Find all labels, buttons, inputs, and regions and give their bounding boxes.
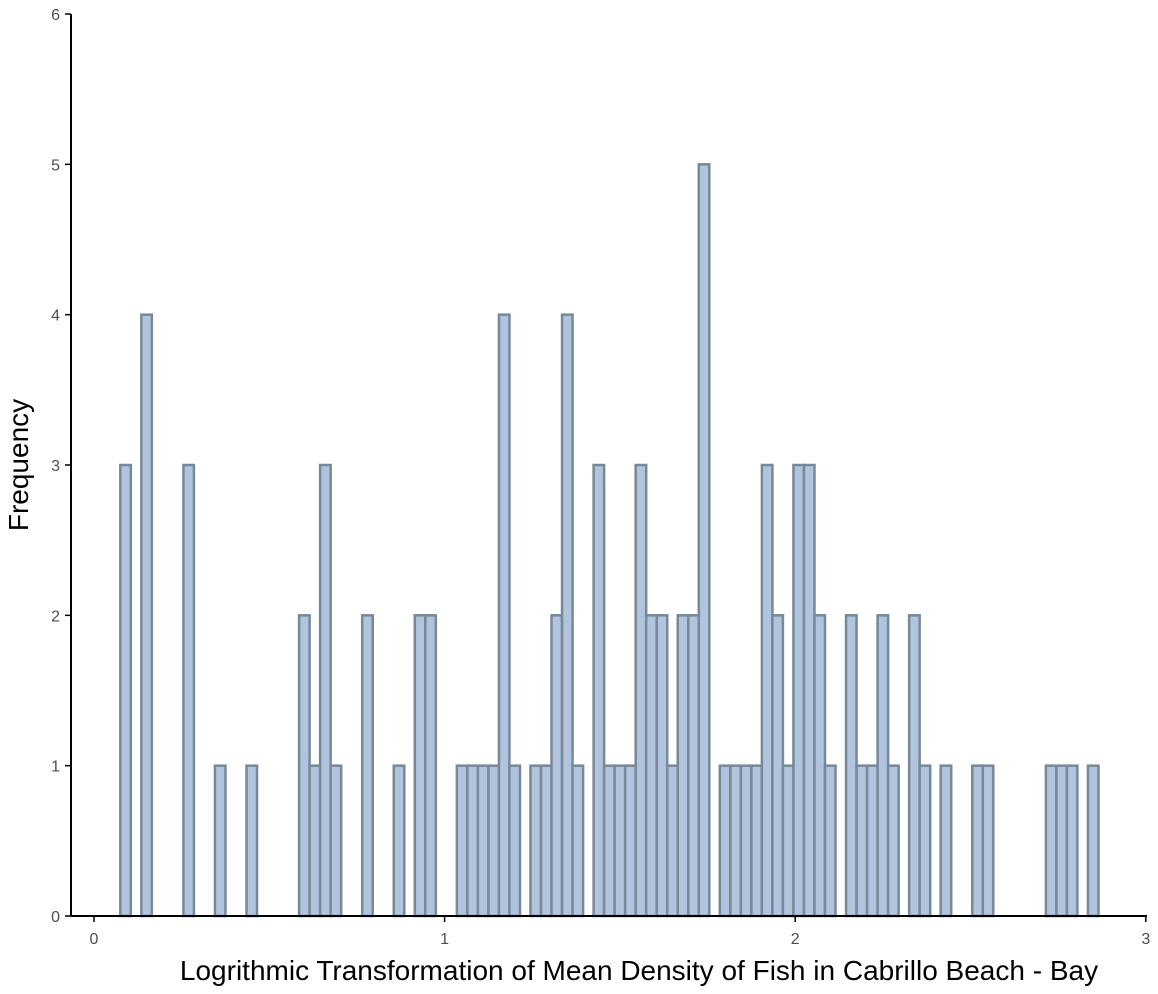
y-axis: 0 1 2 3 4 5 6 [51, 7, 72, 926]
x-tick-label: 3 [1141, 931, 1150, 948]
y-axis-title: Frequency [3, 399, 34, 531]
histogram-bar [466, 764, 480, 918]
histogram-bars [119, 163, 1100, 918]
histogram-bar [760, 463, 774, 918]
y-tick-label: 3 [51, 458, 60, 475]
histogram-bar [245, 764, 259, 918]
x-tick-label: 0 [90, 931, 99, 948]
histogram-bar [539, 764, 553, 918]
histogram-bar [1055, 764, 1069, 918]
histogram-bar [602, 764, 616, 918]
histogram-bar [739, 764, 753, 918]
histogram-bar [886, 764, 900, 918]
histogram-bar [508, 764, 522, 918]
histogram-bar [318, 463, 332, 918]
histogram-bar [655, 614, 669, 918]
y-tick-label: 0 [51, 909, 60, 926]
histogram-bar [971, 764, 985, 918]
y-tick-label: 4 [51, 308, 60, 325]
histogram-bar [865, 764, 879, 918]
histogram-bar [529, 764, 543, 918]
histogram-bar [718, 764, 732, 918]
histogram-bar [792, 463, 806, 918]
histogram-bar [497, 313, 511, 918]
histogram-bar [623, 764, 637, 918]
histogram-bar [329, 764, 343, 918]
histogram-bar [413, 614, 427, 918]
histogram-bar [297, 614, 311, 918]
histogram-bar [487, 764, 501, 918]
histogram-bar [613, 764, 627, 918]
histogram-bar [750, 764, 764, 918]
histogram-bar [939, 764, 953, 918]
y-tick-label: 5 [51, 157, 60, 174]
x-tick-label: 1 [440, 931, 449, 948]
histogram-bar [634, 463, 648, 918]
histogram-bar [571, 764, 585, 918]
x-axis: 0 1 2 3 [71, 915, 1150, 948]
histogram-bar [1065, 764, 1079, 918]
histogram-bar [1044, 764, 1058, 918]
histogram-bar [729, 764, 743, 918]
histogram-bar [676, 614, 690, 918]
histogram-bar [813, 614, 827, 918]
histogram-bar [592, 463, 606, 918]
histogram-bar [182, 463, 196, 918]
y-tick-label: 6 [51, 7, 60, 24]
y-tick-label: 1 [51, 759, 60, 776]
histogram-bar [308, 764, 322, 918]
histogram-bar [476, 764, 490, 918]
y-tick-label: 2 [51, 608, 60, 625]
histogram-bar [644, 614, 658, 918]
histogram-bar [687, 614, 701, 918]
histogram-bar [802, 463, 816, 918]
x-axis-title: Logrithmic Transformation of Mean Densit… [180, 955, 1098, 986]
histogram-bar [981, 764, 995, 918]
histogram-bar [844, 614, 858, 918]
histogram-bar [697, 163, 711, 918]
histogram-bar [424, 614, 438, 918]
histogram-bar [823, 764, 837, 918]
histogram-bar [560, 313, 574, 918]
histogram-bar [907, 614, 921, 918]
histogram-bar [665, 764, 679, 918]
histogram-bar [119, 463, 133, 918]
histogram-bar [781, 764, 795, 918]
histogram-bar [918, 764, 932, 918]
histogram-bar [771, 614, 785, 918]
histogram-bar [360, 614, 374, 918]
histogram-bar [455, 764, 469, 918]
histogram-bar [140, 313, 154, 918]
histogram-bar [550, 614, 564, 918]
histogram-bar [392, 764, 406, 918]
histogram-bar [213, 764, 227, 918]
histogram-bar [855, 764, 869, 918]
histogram-bar [876, 614, 890, 918]
histogram-bar [1086, 764, 1100, 918]
x-tick-label: 2 [791, 931, 800, 948]
